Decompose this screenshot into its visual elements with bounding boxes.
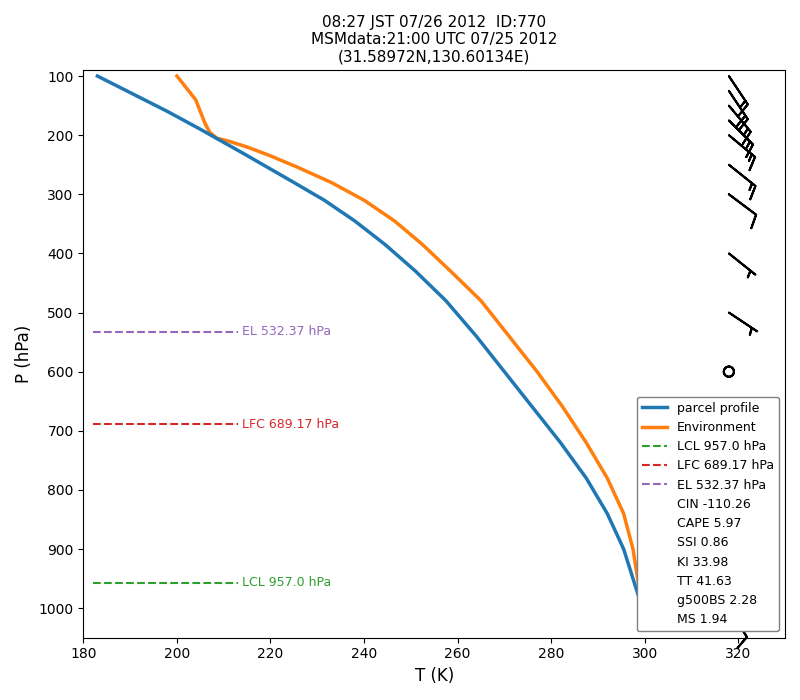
Environment xyxy=(638,604,647,612)
Environment xyxy=(504,332,514,340)
Text: EL 532.37 hPa: EL 532.37 hPa xyxy=(242,326,331,338)
Environment xyxy=(205,128,214,136)
Environment xyxy=(359,196,369,204)
parcel profile xyxy=(410,267,420,275)
Environment xyxy=(182,84,191,92)
Environment xyxy=(191,95,201,104)
parcel profile xyxy=(441,297,450,305)
Legend: parcel profile, Environment, LCL 957.0 hPa, LFC 689.17 hPa, EL 532.37 hPa, CIN -: parcel profile, Environment, LCL 957.0 h… xyxy=(637,397,778,631)
parcel profile xyxy=(93,72,102,80)
Environment xyxy=(198,113,207,122)
parcel profile xyxy=(116,84,126,92)
parcel profile xyxy=(582,474,591,482)
Environment xyxy=(223,137,233,146)
Line: Environment: Environment xyxy=(177,76,642,608)
parcel profile xyxy=(528,403,538,412)
Environment xyxy=(242,143,252,151)
Environment xyxy=(294,164,303,172)
parcel profile xyxy=(380,240,390,248)
Environment xyxy=(476,297,486,305)
parcel profile xyxy=(619,545,629,553)
Environment xyxy=(195,107,205,116)
parcel profile xyxy=(238,148,247,157)
Environment xyxy=(635,589,645,598)
parcel profile xyxy=(471,332,481,340)
parcel profile xyxy=(179,116,189,125)
parcel profile xyxy=(162,107,172,116)
parcel profile xyxy=(139,95,149,104)
Environment xyxy=(193,102,202,110)
Y-axis label: P (hPa): P (hPa) xyxy=(15,325,33,383)
parcel profile xyxy=(289,178,298,187)
Environment xyxy=(628,545,638,553)
parcel profile xyxy=(263,164,273,172)
parcel profile xyxy=(195,125,205,134)
parcel profile xyxy=(602,510,612,518)
Environment xyxy=(418,240,427,248)
parcel profile xyxy=(104,78,114,86)
Environment xyxy=(619,510,629,518)
Environment xyxy=(177,78,186,86)
parcel profile xyxy=(217,137,226,146)
Title: 08:27 JST 07/26 2012  ID:770
MSMdata:21:00 UTC 07/25 2012
(31.58972N,130.60134E): 08:27 JST 07/26 2012 ID:770 MSMdata:21:0… xyxy=(311,15,558,65)
Line: parcel profile: parcel profile xyxy=(98,76,642,608)
Text: LFC 689.17 hPa: LFC 689.17 hPa xyxy=(242,418,339,431)
Environment xyxy=(266,152,275,160)
Environment xyxy=(200,119,210,127)
Environment xyxy=(212,134,222,142)
parcel profile xyxy=(151,102,161,110)
parcel profile xyxy=(319,196,329,204)
parcel profile xyxy=(128,90,138,98)
parcel profile xyxy=(499,368,509,376)
parcel profile xyxy=(638,604,647,612)
Environment xyxy=(172,72,182,80)
Environment xyxy=(532,368,542,376)
Environment xyxy=(582,438,591,447)
Environment xyxy=(633,575,642,583)
Text: LCL 957.0 hPa: LCL 957.0 hPa xyxy=(242,576,332,589)
parcel profile xyxy=(350,217,359,225)
Environment xyxy=(186,90,196,98)
Environment xyxy=(602,474,612,482)
parcel profile xyxy=(628,575,638,583)
X-axis label: T (K): T (K) xyxy=(414,667,454,685)
Environment xyxy=(446,267,455,275)
Environment xyxy=(390,217,399,225)
Environment xyxy=(558,403,568,412)
parcel profile xyxy=(556,438,566,447)
parcel profile xyxy=(633,589,642,598)
Environment xyxy=(326,178,336,187)
